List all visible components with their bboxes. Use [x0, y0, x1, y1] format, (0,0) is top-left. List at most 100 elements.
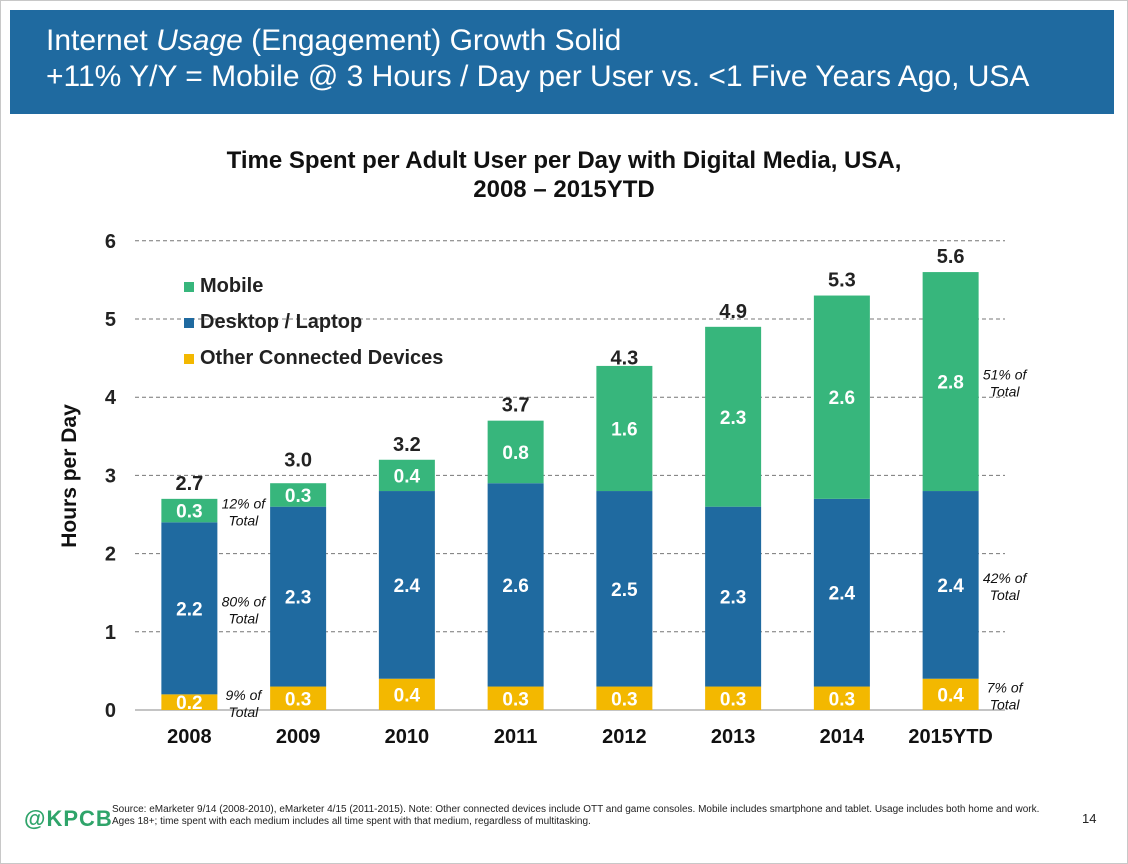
data-label: 2.3	[720, 408, 746, 429]
data-label: 0.3	[720, 689, 746, 710]
data-label: 0.3	[611, 689, 637, 710]
legend-label: Desktop / Laptop	[200, 311, 362, 333]
data-label: 2.6	[502, 576, 528, 597]
y-tick-label: 6	[105, 231, 116, 253]
bar-segment-other-connected-devices	[378, 678, 435, 710]
bar-segment-mobile	[378, 459, 435, 492]
bar-segment-mobile	[922, 272, 979, 492]
slide-subtitle: +11% Y/Y = Mobile @ 3 Hours / Day per Us…	[46, 60, 1030, 93]
total-label: 3.2	[393, 434, 421, 456]
data-label: 0.3	[829, 689, 855, 710]
chart-title-line: 2008 – 2015YTD	[473, 176, 654, 203]
bar-segment-desktop-laptop	[705, 506, 762, 687]
bar-segment-desktop-laptop	[378, 491, 435, 679]
data-label: 2.5	[611, 580, 638, 601]
x-tick-label: 2014	[820, 726, 865, 748]
share-annotation: 42% of	[983, 570, 1029, 586]
data-label: 1.6	[611, 419, 637, 440]
bar-segment-other-connected-devices	[487, 686, 544, 710]
data-label: 0.2	[176, 693, 202, 714]
data-label: 0.4	[394, 466, 421, 487]
bar-segment-desktop-laptop	[922, 491, 979, 679]
share-annotation: 51% of	[983, 367, 1029, 383]
total-label: 3.7	[502, 395, 530, 417]
data-label: 0.3	[176, 502, 202, 523]
bar-segment-desktop-laptop	[161, 522, 218, 695]
data-label: 2.8	[937, 373, 963, 394]
y-tick-label: 4	[105, 387, 117, 409]
y-tick-label: 2	[105, 544, 116, 566]
x-tick-label: 2012	[602, 726, 647, 748]
share-annotation: Total	[228, 704, 259, 720]
total-label: 3.0	[284, 449, 312, 471]
share-annotation: 12% of	[222, 496, 268, 512]
legend-label: Mobile	[200, 275, 263, 297]
y-tick-label: 3	[105, 465, 116, 487]
data-label: 2.4	[937, 576, 964, 597]
data-label: 2.3	[285, 588, 311, 609]
data-label: 0.8	[502, 443, 528, 464]
data-label: 2.4	[394, 576, 421, 597]
source-note: Source: eMarketer 9/14 (2008-2010), eMar…	[112, 804, 1040, 827]
bar-segment-mobile	[270, 483, 327, 507]
title-banner: Internet Usage (Engagement) Growth Solid…	[10, 10, 1114, 114]
x-tick-label: 2011	[494, 726, 537, 748]
data-label: 0.4	[937, 685, 964, 706]
legend-swatch	[184, 354, 194, 364]
bar-segment-desktop-laptop	[487, 483, 544, 687]
total-label: 5.3	[828, 270, 856, 292]
total-label: 2.7	[175, 473, 203, 495]
total-label: 4.3	[610, 348, 638, 370]
bar-segment-other-connected-devices	[922, 678, 979, 710]
bar-segment-mobile	[487, 420, 544, 484]
data-label: 0.3	[285, 689, 311, 710]
bar-segment-mobile	[813, 295, 870, 499]
y-tick-label: 5	[105, 309, 116, 331]
share-annotation: Total	[990, 587, 1021, 603]
y-axis-label: Hours per Day	[58, 404, 81, 548]
data-label: 0.4	[394, 685, 421, 706]
legend-label: Other Connected Devices	[200, 347, 443, 369]
x-tick-label: 2009	[276, 726, 321, 748]
share-annotation: 80% of	[222, 593, 268, 609]
data-label: 2.3	[720, 588, 746, 609]
x-tick-label: 2008	[167, 726, 212, 748]
share-annotation: Total	[228, 610, 259, 626]
kpcb-logo: @KPCB	[24, 806, 113, 831]
bar-segment-mobile	[705, 326, 762, 507]
slide-title-emphasis: Usage	[156, 24, 243, 57]
x-tick-label: 2015YTD	[908, 726, 993, 748]
bar-segment-other-connected-devices	[161, 694, 218, 710]
data-label: 2.4	[829, 584, 856, 605]
slide-title-part: Internet	[46, 24, 157, 57]
share-annotation: Total	[990, 696, 1021, 712]
bar-segment-other-connected-devices	[596, 686, 653, 710]
data-label: 2.6	[829, 388, 855, 409]
bar-segment-desktop-laptop	[270, 506, 327, 687]
slide-title-part: (Engagement) Growth Solid	[242, 24, 622, 57]
share-annotation: Total	[990, 384, 1021, 400]
x-tick-label: 2013	[711, 726, 756, 748]
chart-title-line: Time Spent per Adult User per Day with D…	[227, 147, 902, 174]
data-label: 0.3	[502, 689, 528, 710]
bar-segment-other-connected-devices	[270, 686, 327, 710]
share-annotation: Total	[228, 513, 259, 529]
share-annotation: 9% of	[225, 687, 263, 703]
y-tick-label: 1	[105, 622, 116, 644]
bar-segment-desktop-laptop	[596, 491, 653, 687]
slide-title: Internet Usage (Engagement) Growth Solid	[46, 24, 621, 58]
total-label: 5.6	[937, 246, 965, 268]
bar-segment-other-connected-devices	[705, 686, 762, 710]
data-label: 2.2	[176, 599, 202, 620]
data-label: 0.3	[285, 486, 311, 507]
page-number: 14	[1082, 811, 1097, 826]
bar-segment-other-connected-devices	[813, 686, 870, 710]
bar-segment-mobile	[161, 498, 218, 523]
bar-segment-desktop-laptop	[813, 498, 870, 687]
total-label: 4.9	[719, 301, 747, 323]
legend-swatch	[184, 318, 194, 328]
x-tick-label: 2010	[385, 726, 430, 748]
y-tick-label: 0	[105, 700, 116, 722]
bar-segment-mobile	[596, 365, 653, 492]
